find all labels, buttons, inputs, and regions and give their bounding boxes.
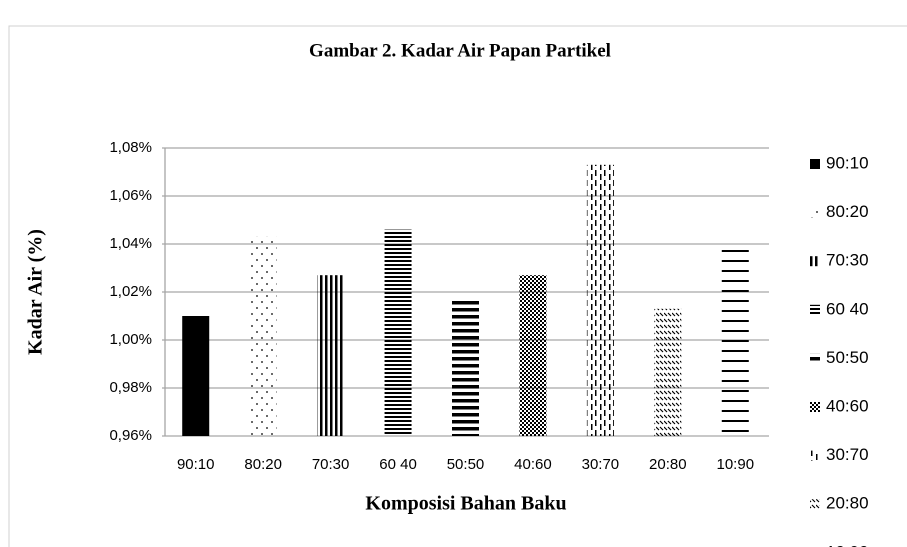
bar: [654, 308, 682, 436]
legend-swatch: [810, 450, 820, 461]
bar: [182, 316, 210, 436]
legend-label: 30:70: [826, 445, 869, 464]
y-tick-label: 0,98%: [109, 379, 152, 396]
x-tick-label: 30:70: [582, 456, 620, 473]
x-tick-label: 90:10: [177, 456, 215, 473]
legend-swatch: [810, 304, 820, 315]
legend-label: 50:50: [826, 348, 869, 367]
legend-swatch: [810, 499, 820, 510]
x-tick-label: 40:60: [514, 456, 552, 473]
legend-swatch: [810, 207, 820, 218]
y-tick-label: 1,02%: [109, 283, 152, 300]
legend-label: 90:10: [826, 153, 869, 172]
legend-swatch: [810, 256, 820, 267]
x-tick-label: 70:30: [312, 456, 350, 473]
y-tick-label: 1,00%: [109, 331, 152, 348]
bar: [317, 275, 345, 436]
legend-swatch: [810, 353, 820, 364]
x-tick-label: 80:20: [244, 456, 282, 473]
y-tick-label: 1,04%: [109, 235, 152, 252]
legend-swatch: [810, 159, 820, 169]
legend-label: 20:80: [826, 494, 869, 513]
legend-label: 70:30: [826, 251, 869, 270]
legend-label: 10:90: [826, 542, 869, 547]
y-tick-label: 1,06%: [109, 187, 152, 204]
bar: [721, 244, 749, 436]
x-tick-label: 10:90: [717, 456, 755, 473]
y-tick-label: 1,08%: [109, 139, 152, 156]
y-axis-title: Kadar Air (%): [25, 229, 47, 355]
legend-label: 60 40: [826, 299, 869, 318]
chart-frame: [8, 25, 907, 547]
legend-swatch: [810, 402, 820, 412]
legend-label: 80:20: [826, 202, 869, 221]
x-axis-title: Komposisi Bahan Baku: [365, 493, 566, 515]
legend-label: 40:60: [826, 396, 869, 415]
bar: [384, 229, 412, 436]
y-tick-label: 0,96%: [109, 427, 152, 444]
bar: [519, 275, 547, 436]
x-tick-label: 60 40: [379, 456, 417, 473]
x-tick-label: 20:80: [649, 456, 687, 473]
chart-title: Gambar 2. Kadar Air Papan Partikel: [309, 40, 611, 61]
bar: [452, 299, 479, 436]
bar: [249, 236, 277, 436]
bar: [586, 164, 614, 437]
x-tick-label: 50:50: [447, 456, 485, 473]
